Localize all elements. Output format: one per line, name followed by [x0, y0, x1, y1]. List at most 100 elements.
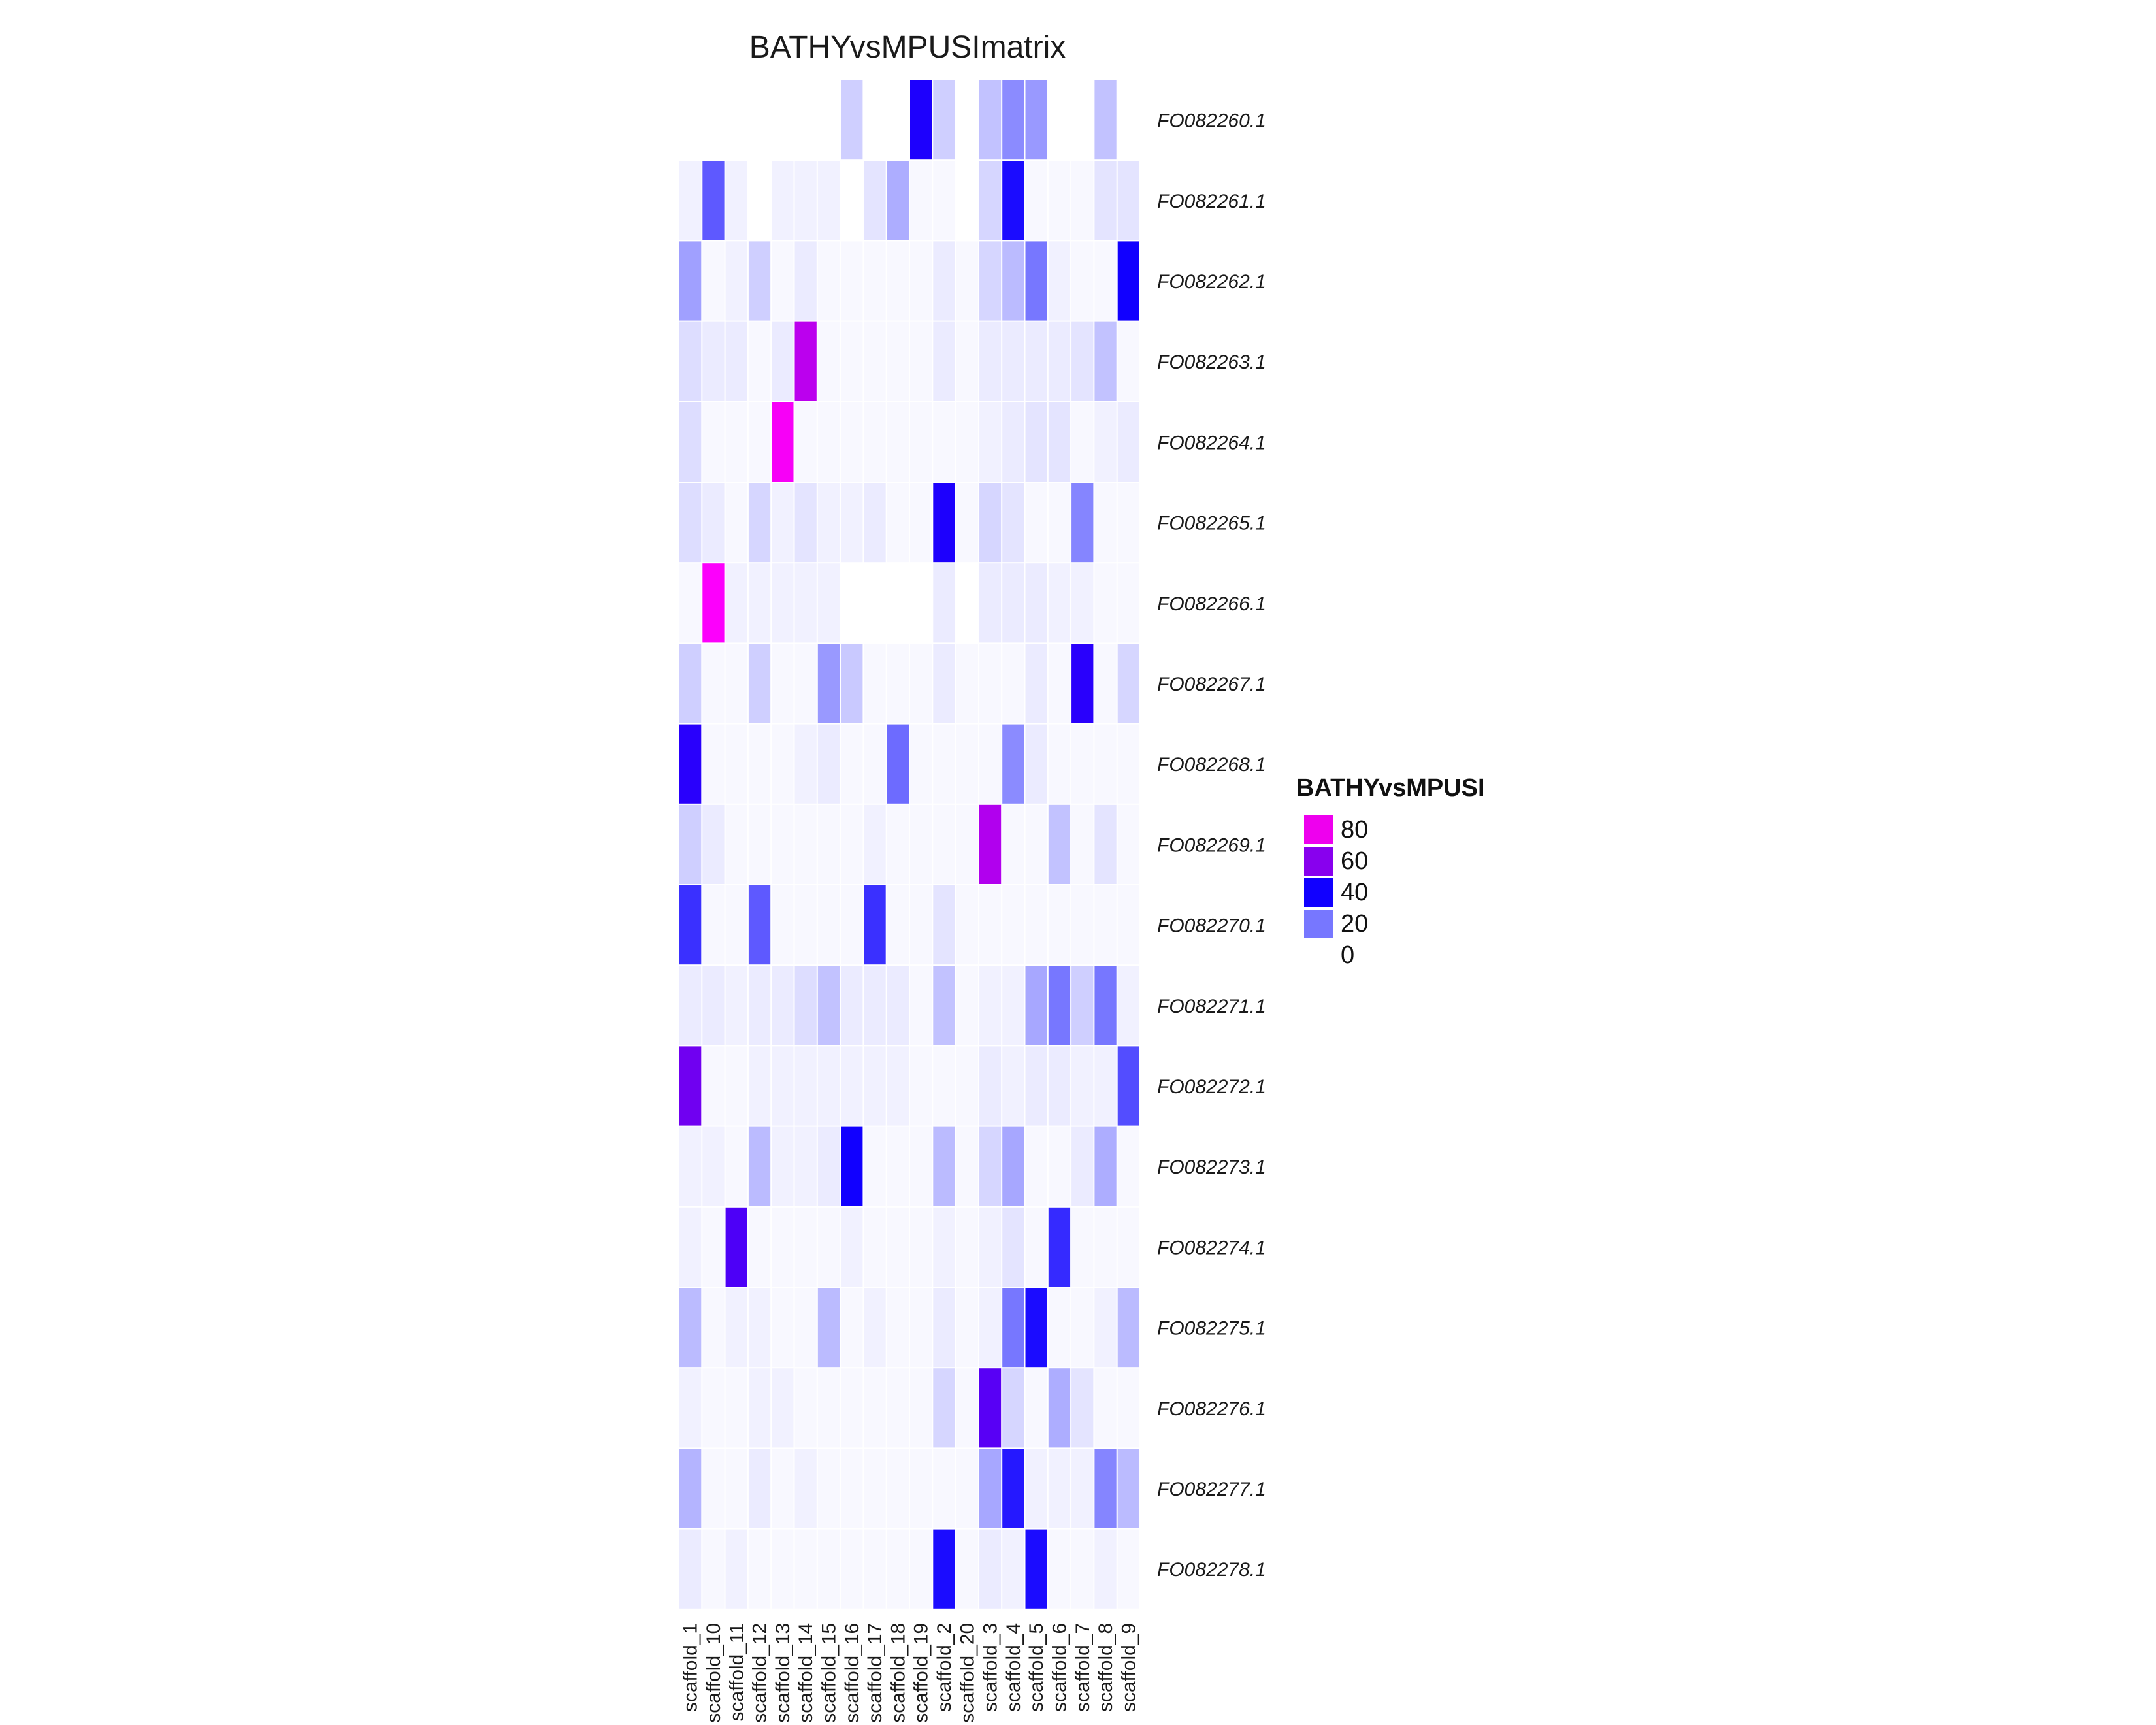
legend-tick-label: 0	[1341, 942, 1354, 969]
heatmap-cell	[817, 1368, 840, 1448]
legend-tick-label: 80	[1341, 816, 1368, 844]
heatmap-cell	[1002, 321, 1024, 401]
column-label: scaffold_14	[795, 1623, 817, 1723]
heatmap-cell	[841, 1288, 863, 1368]
heatmap-cell	[1002, 1529, 1024, 1609]
heatmap-cell	[1117, 321, 1139, 401]
heatmap-cell	[979, 80, 1002, 160]
heatmap-cell	[794, 1126, 817, 1206]
row-label: FO082274.1	[1157, 1237, 1266, 1258]
heatmap-cell	[772, 885, 794, 965]
heatmap-cell	[1048, 1046, 1071, 1126]
heatmap-cell	[1117, 1126, 1139, 1206]
heatmap-cell	[725, 885, 747, 965]
heatmap-cell	[748, 644, 771, 723]
heatmap-cell	[794, 80, 817, 160]
row-label: FO082269.1	[1157, 834, 1266, 856]
heatmap-cell	[910, 1046, 932, 1126]
heatmap-cell	[1048, 966, 1071, 1045]
heatmap-cell	[956, 1529, 978, 1609]
heatmap-cell	[1048, 161, 1071, 240]
heatmap-cell	[679, 804, 702, 884]
heatmap-cell	[702, 804, 725, 884]
heatmap-cell	[725, 1207, 747, 1287]
heatmap-cell	[794, 321, 817, 401]
heatmap-cell	[887, 724, 909, 804]
heatmap-cell	[817, 1529, 840, 1609]
heatmap-cell	[1117, 402, 1139, 482]
heatmap-cell	[748, 563, 771, 643]
legend: BATHYvsMPUSI 80 60 40 20 0	[1296, 774, 1485, 970]
row-label: FO082266.1	[1157, 593, 1266, 615]
heatmap-cell	[794, 1046, 817, 1126]
heatmap-cell	[1048, 1126, 1071, 1206]
heatmap-cell	[841, 1368, 863, 1448]
heatmap-cell	[864, 644, 886, 723]
heatmap-cell	[933, 483, 955, 563]
heatmap-cell	[794, 402, 817, 482]
row-label: FO082268.1	[1157, 754, 1266, 776]
heatmap-cell	[748, 804, 771, 884]
heatmap-cell	[772, 1368, 794, 1448]
heatmap-cell	[1002, 563, 1024, 643]
heatmap-cell	[725, 241, 747, 321]
heatmap-cell	[1025, 1288, 1047, 1368]
heatmap-cell	[1071, 1046, 1094, 1126]
heatmap-cell	[772, 804, 794, 884]
heatmap-cell	[817, 804, 840, 884]
heatmap-cell	[1117, 1368, 1139, 1448]
heatmap-cell	[772, 1288, 794, 1368]
heatmap-cell	[979, 1449, 1002, 1528]
heatmap-cell	[794, 724, 817, 804]
row-label: FO082262.1	[1157, 271, 1266, 293]
row-label: FO082263.1	[1157, 352, 1266, 373]
heatmap-cell	[1025, 644, 1047, 723]
heatmap-cell	[679, 1126, 702, 1206]
row-label: FO082267.1	[1157, 674, 1266, 695]
heatmap-cell	[794, 1529, 817, 1609]
heatmap-cell	[702, 1529, 725, 1609]
heatmap-cell	[725, 321, 747, 401]
heatmap-cell	[1002, 1288, 1024, 1368]
heatmap-cell	[725, 483, 747, 563]
heatmap-cell	[841, 563, 863, 643]
heatmap-cell	[979, 1368, 1002, 1448]
heatmap-cell	[956, 402, 978, 482]
heatmap-cell	[748, 80, 771, 160]
heatmap-cell	[1002, 644, 1024, 723]
legend-title: BATHYvsMPUSI	[1296, 774, 1485, 802]
column-label: scaffold_7	[1072, 1623, 1094, 1712]
heatmap-cell	[979, 1046, 1002, 1126]
heatmap-cell	[864, 804, 886, 884]
heatmap-cell	[817, 1449, 840, 1528]
heatmap-cell	[1002, 483, 1024, 563]
heatmap-cell	[1117, 966, 1139, 1045]
heatmap-cell	[1002, 804, 1024, 884]
heatmap-cell	[956, 563, 978, 643]
heatmap-cell	[1048, 483, 1071, 563]
heatmap-cell	[725, 1449, 747, 1528]
heatmap-cell	[702, 321, 725, 401]
heatmap-cell	[794, 563, 817, 643]
heatmap-cell	[979, 1288, 1002, 1368]
heatmap-cell	[679, 1529, 702, 1609]
heatmap-cell	[725, 563, 747, 643]
heatmap-cell	[748, 1046, 771, 1126]
heatmap-cell	[1094, 804, 1117, 884]
heatmap-cell	[933, 1529, 955, 1609]
heatmap-cell	[725, 1126, 747, 1206]
heatmap-cell	[1094, 1288, 1117, 1368]
legend-swatch	[1304, 878, 1333, 907]
heatmap-cell	[1094, 1449, 1117, 1528]
legend-swatch	[1304, 910, 1333, 938]
heatmap-cell	[841, 1529, 863, 1609]
heatmap-cell	[679, 563, 702, 643]
heatmap-cell	[748, 1449, 771, 1528]
heatmap-cell	[864, 483, 886, 563]
heatmap-cell	[725, 1046, 747, 1126]
column-label: scaffold_4	[1003, 1623, 1024, 1712]
heatmap-cell	[910, 966, 932, 1045]
heatmap-cell	[1002, 966, 1024, 1045]
heatmap-cell	[1117, 1529, 1139, 1609]
